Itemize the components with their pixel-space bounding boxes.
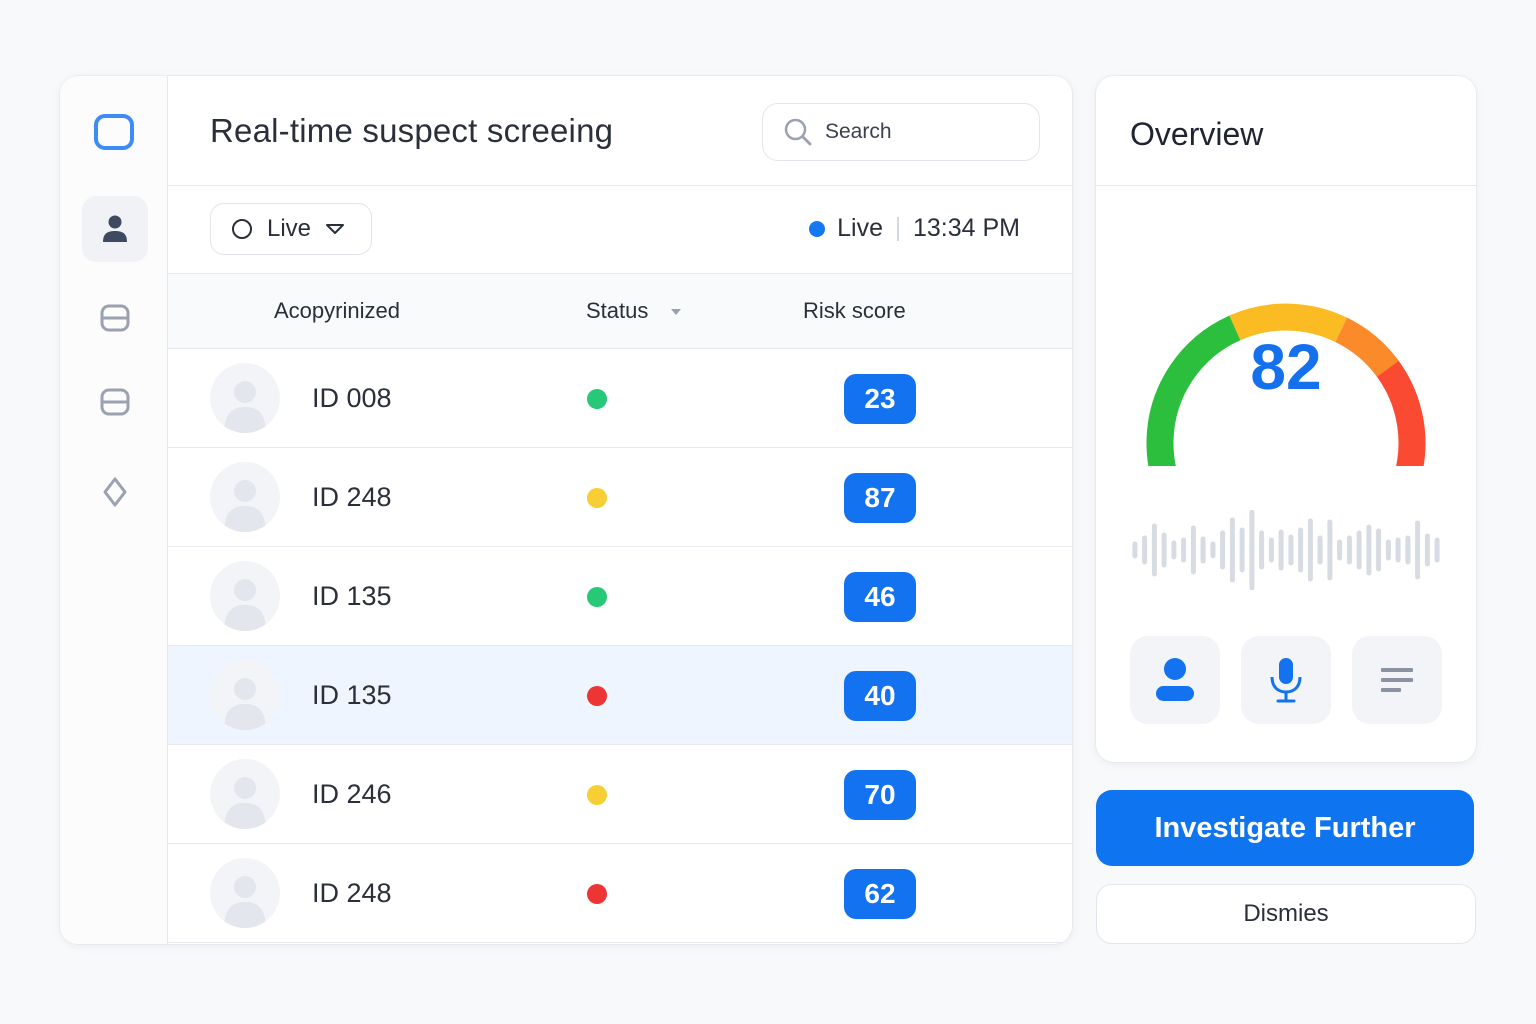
details-button[interactable] xyxy=(1352,636,1442,724)
live-status-label: Live xyxy=(837,214,883,242)
sidebar-item-reports[interactable] xyxy=(82,369,148,435)
list-icon xyxy=(1381,668,1413,692)
avatar-placeholder-icon xyxy=(224,876,266,928)
toolbar: Live Live 13:34 PM xyxy=(168,186,1072,274)
sort-caret-icon xyxy=(670,309,681,316)
header: Real-time suspect screeing xyxy=(168,76,1072,186)
gauge-value: 82 xyxy=(1250,331,1322,403)
person-icon xyxy=(1156,658,1194,701)
live-filter-label: Live xyxy=(267,215,312,242)
risk-score-badge: 70 xyxy=(844,770,916,820)
overview-panel: Overview 82 xyxy=(1096,76,1476,762)
suspect-id: ID 008 xyxy=(312,383,392,413)
table-row[interactable]: ID 135 46 xyxy=(168,547,1072,646)
avatar-placeholder-icon xyxy=(224,480,266,532)
live-filter-dropdown[interactable]: Live xyxy=(210,203,372,255)
risk-gauge xyxy=(1146,303,1426,466)
table-row[interactable]: ID 008 23 xyxy=(168,349,1072,448)
status-indicator xyxy=(587,389,607,409)
page-title: Real-time suspect screeing xyxy=(210,112,614,149)
column-header-name[interactable]: Acopyrinized xyxy=(274,298,400,323)
sidebar-item-records[interactable] xyxy=(82,285,148,351)
suspect-table: ID 008 23 ID 248 87 ID 135 46 ID 135 40 ID 246 70… xyxy=(168,349,1072,943)
avatar xyxy=(210,759,280,829)
table-row[interactable]: ID 248 62 xyxy=(168,844,1072,943)
live-dot-icon xyxy=(809,220,826,237)
card-icon xyxy=(100,388,130,416)
view-profile-button[interactable] xyxy=(1130,636,1220,724)
overview-title: Overview xyxy=(1130,116,1264,152)
live-indicator: Live 13:34 PM xyxy=(809,214,1020,243)
table-row[interactable]: ID 135 40 xyxy=(168,646,1072,745)
status-indicator xyxy=(587,785,607,805)
divider xyxy=(896,216,899,241)
person-icon xyxy=(103,215,127,242)
radio-circle-icon xyxy=(232,219,252,239)
gauge-segment-high xyxy=(1334,317,1399,378)
avatar-placeholder-icon xyxy=(224,678,266,730)
status-indicator xyxy=(587,686,607,706)
audio-button[interactable] xyxy=(1241,636,1331,724)
sidebar xyxy=(60,76,168,944)
card-icon xyxy=(100,304,130,332)
table-header: Acopyrinized Status Risk score xyxy=(168,274,1072,349)
search-icon xyxy=(784,118,812,146)
suspect-id: ID 246 xyxy=(312,779,392,809)
gauge-segment-low xyxy=(1146,314,1249,466)
avatar xyxy=(210,363,280,433)
avatar xyxy=(210,660,280,730)
sidebar-item-alerts[interactable] xyxy=(82,459,148,525)
status-indicator xyxy=(587,587,607,607)
avatar xyxy=(210,858,280,928)
investigate-further-button[interactable]: Investigate Further xyxy=(1096,790,1474,866)
gauge-segment-critical xyxy=(1374,355,1426,466)
chevron-down-icon xyxy=(326,224,345,234)
suspect-id: ID 135 xyxy=(312,581,392,611)
dismiss-button[interactable]: Dismies xyxy=(1096,884,1476,944)
diamond-icon xyxy=(103,477,127,507)
avatar-placeholder-icon xyxy=(224,579,266,631)
risk-score-badge: 40 xyxy=(844,671,916,721)
app-logo-icon[interactable] xyxy=(94,114,134,150)
table-row[interactable]: ID 248 87 xyxy=(168,448,1072,547)
suspect-id: ID 135 xyxy=(312,680,392,710)
column-header-status-label: Status xyxy=(586,298,649,323)
main-content: Real-time suspect screeing Live xyxy=(168,76,1072,944)
avatar xyxy=(210,462,280,532)
gauge-segment-medium xyxy=(1229,303,1348,343)
search-input[interactable] xyxy=(825,120,1015,144)
microphone-icon xyxy=(1270,658,1302,703)
status-indicator xyxy=(587,488,607,508)
risk-score-badge: 46 xyxy=(844,572,916,622)
current-time: 13:34 PM xyxy=(912,214,1020,242)
column-header-status[interactable]: Status xyxy=(586,298,683,324)
avatar-placeholder-icon xyxy=(224,381,266,433)
avatar-placeholder-icon xyxy=(224,777,266,829)
risk-score-badge: 62 xyxy=(844,869,916,919)
column-header-risk-score[interactable]: Risk score xyxy=(803,298,906,323)
audio-waveform xyxy=(1132,510,1440,590)
table-row[interactable]: ID 246 70 xyxy=(168,745,1072,844)
risk-score-badge: 87 xyxy=(844,473,916,523)
sidebar-item-suspects[interactable] xyxy=(82,196,148,262)
risk-score-badge: 23 xyxy=(844,374,916,424)
suspect-id: ID 248 xyxy=(312,482,392,512)
search-box[interactable] xyxy=(762,103,1040,161)
overview-header: Overview xyxy=(1096,76,1476,186)
status-indicator xyxy=(587,884,607,904)
screening-panel: Real-time suspect screeing Live xyxy=(60,76,1072,944)
avatar xyxy=(210,561,280,631)
suspect-id: ID 248 xyxy=(312,878,392,908)
